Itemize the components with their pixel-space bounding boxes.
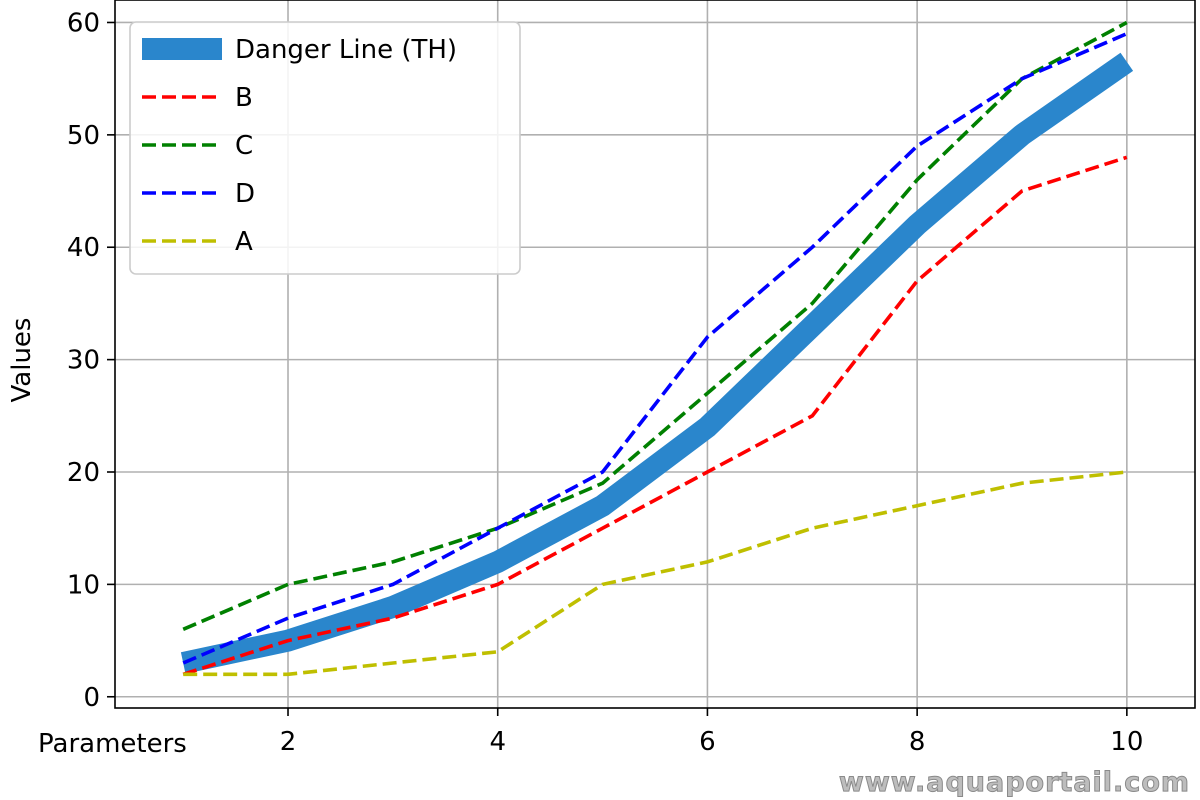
x-tick-label: 4 xyxy=(489,727,506,757)
series-line-d xyxy=(182,32,1128,665)
y-tick-label: 50 xyxy=(67,121,100,151)
series-line-c xyxy=(182,20,1128,631)
y-tick-label: 40 xyxy=(67,233,100,263)
y-tick-label: 10 xyxy=(67,570,100,600)
y-tick-label: 20 xyxy=(67,458,100,488)
legend-label: A xyxy=(235,227,253,257)
y-tick-label: 30 xyxy=(67,346,100,376)
series-layer xyxy=(180,20,1134,677)
series-line-b xyxy=(182,155,1128,677)
series-line-danger-line xyxy=(180,52,1134,674)
x-axis-title: Parameters xyxy=(38,729,187,759)
y-tick-label: 60 xyxy=(67,8,100,38)
x-tick-label: 6 xyxy=(699,727,716,757)
x-tick-label: 10 xyxy=(1110,727,1143,757)
tick-layer: 2 4 6 8 10 0 10 20 30 40 50 60 xyxy=(67,8,1143,757)
x-tick-label: 8 xyxy=(909,727,926,757)
legend-label: C xyxy=(235,131,253,161)
series-line-a xyxy=(183,470,1127,677)
watermark: www.aquaportail.com xyxy=(839,767,1190,798)
y-tick-label: 0 xyxy=(83,683,100,713)
legend-label: D xyxy=(235,179,255,209)
plot-frame xyxy=(114,0,1196,709)
x-tick-label: 2 xyxy=(280,727,297,757)
legend-label: B xyxy=(235,83,253,113)
legend-box xyxy=(129,21,521,275)
legend-label: Danger Line (TH) xyxy=(235,35,457,65)
y-axis-title: Values xyxy=(7,318,37,403)
